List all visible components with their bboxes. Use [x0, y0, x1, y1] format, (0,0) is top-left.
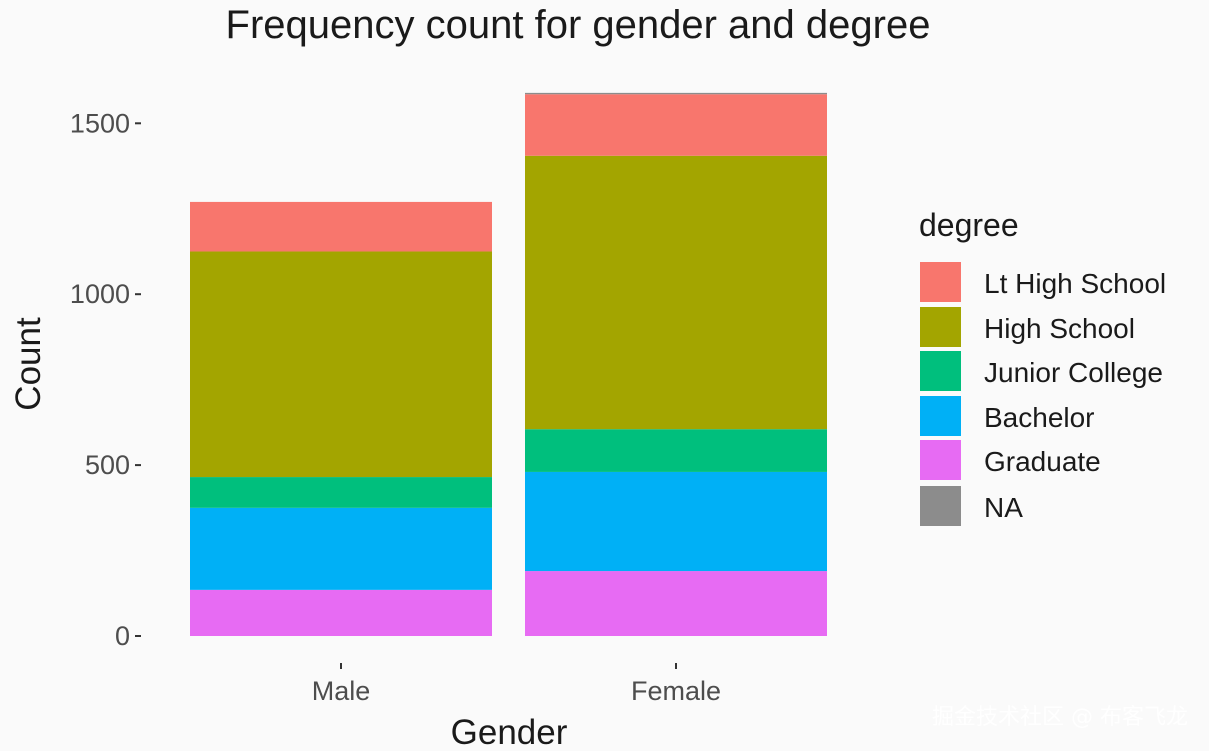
x-tick-label: Male [312, 676, 371, 706]
legend-swatch-na [920, 486, 961, 526]
legend-title: degree [919, 207, 1019, 243]
bar-female-bachelor [525, 471, 827, 572]
bar-female-graduate [525, 571, 827, 636]
bar-male-lt-high-school [190, 201, 492, 252]
legend-swatch-high-school [920, 307, 961, 347]
bars [190, 92, 827, 636]
bar-female-high-school [525, 155, 827, 430]
legend-label: Lt High School [984, 268, 1166, 299]
bar-male-junior-college [190, 477, 492, 508]
y-tick-label: 500 [85, 450, 130, 480]
y-tick-label: 0 [115, 621, 130, 651]
bar-male-graduate [190, 589, 492, 636]
x-axis: Male Female [312, 663, 721, 706]
legend-label: Bachelor [984, 402, 1095, 433]
legend-label: NA [984, 492, 1023, 523]
bar-female-lt-high-school [525, 94, 827, 156]
y-axis: 0 500 1000 1500 [70, 108, 141, 651]
legend: degree Lt High School High School Junior C… [919, 207, 1166, 526]
legend-swatch-bachelor [920, 396, 961, 436]
y-tick-label: 1000 [70, 279, 130, 309]
y-axis-title: Count [9, 317, 48, 411]
x-tick-label: Female [631, 676, 721, 706]
x-axis-title: Gender [451, 713, 568, 751]
legend-swatch-lt-high-school [920, 262, 961, 302]
legend-swatch-graduate [920, 440, 961, 480]
bar-male-high-school [190, 251, 492, 478]
chart-title: Frequency count for gender and degree [226, 3, 931, 47]
bar-female-junior-college [525, 429, 827, 472]
y-tick-label: 1500 [70, 108, 130, 138]
bar-female-na [525, 92, 827, 95]
legend-label: Graduate [984, 446, 1101, 477]
watermark: 掘金技术社区 @ 布客飞龙 [932, 705, 1188, 730]
legend-label: High School [984, 313, 1135, 344]
legend-swatch-junior-college [920, 351, 961, 391]
bar-male-bachelor [190, 507, 492, 590]
legend-label: Junior College [984, 357, 1163, 388]
